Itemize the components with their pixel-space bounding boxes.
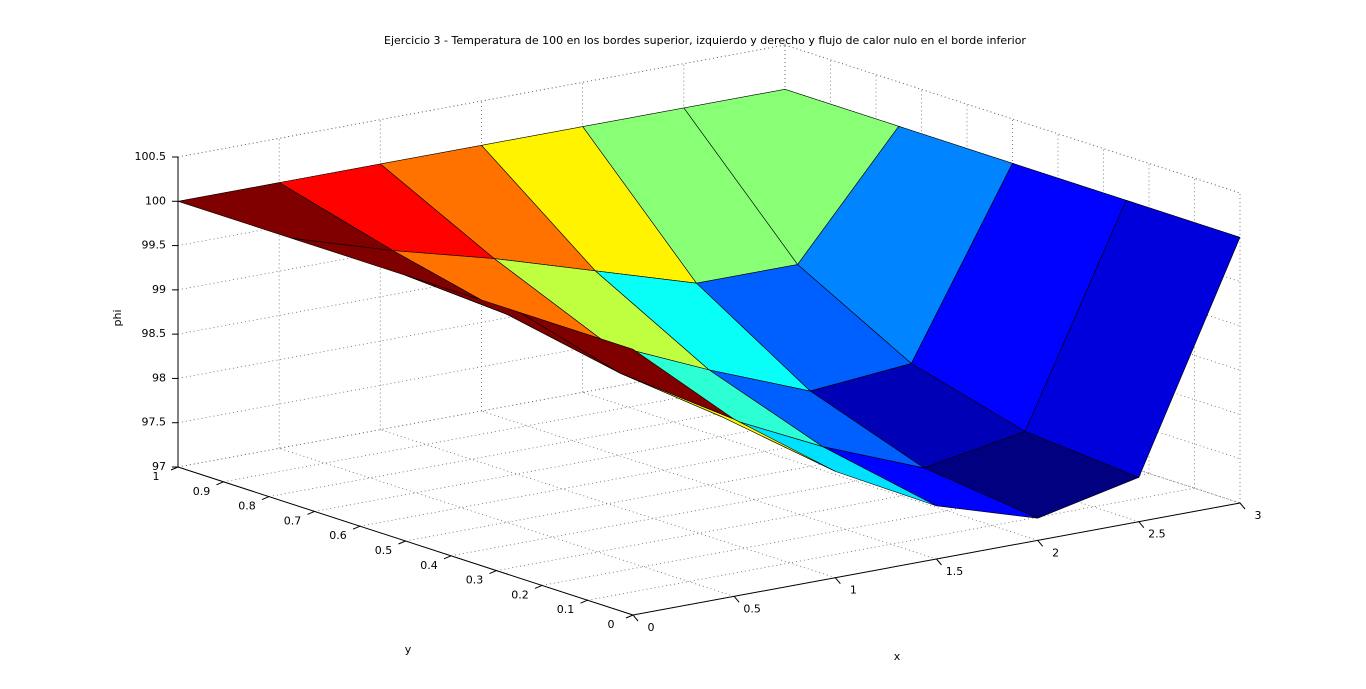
x-axis-label: x xyxy=(894,650,901,663)
x-axis xyxy=(632,502,1241,616)
y-tick xyxy=(534,584,543,589)
y-tick xyxy=(352,525,361,530)
y-tick-label: 0.8 xyxy=(238,500,256,513)
z-tick-label: 97.5 xyxy=(142,416,167,429)
chart-title: Ejercicio 3 - Temperatura de 100 en los … xyxy=(384,34,1026,47)
box-edge xyxy=(177,44,786,158)
z-tick-label: 98.5 xyxy=(142,327,167,340)
y-tick-label: 0.2 xyxy=(511,588,529,601)
y-tick xyxy=(443,555,452,560)
grid-line xyxy=(496,458,1104,571)
y-tick xyxy=(489,570,497,575)
y-tick-label: 0 xyxy=(608,618,615,631)
x-tick xyxy=(1037,540,1044,547)
y-tick-label: 0.3 xyxy=(466,574,484,587)
y-tick-label: 0.6 xyxy=(329,529,347,542)
z-tick-label: 100.5 xyxy=(135,150,167,163)
x-tick xyxy=(1239,502,1246,510)
x-tick xyxy=(733,596,740,603)
z-tick-label: 97 xyxy=(152,460,166,473)
y-tick xyxy=(625,614,634,619)
x-tick-label: 1 xyxy=(850,584,857,597)
grid-line xyxy=(541,473,1150,586)
y-tick-label: 0.7 xyxy=(284,514,302,527)
y-axis-label: y xyxy=(405,643,412,656)
x-tick xyxy=(834,577,841,584)
x-tick-label: 0.5 xyxy=(743,602,761,615)
x-tick-label: 2 xyxy=(1052,546,1059,559)
x-tick xyxy=(936,558,942,566)
y-tick xyxy=(307,510,315,515)
y-tick xyxy=(216,481,224,486)
z-tick-label: 98 xyxy=(152,371,166,384)
grid-line xyxy=(450,443,1059,557)
x-tick xyxy=(1138,521,1145,528)
y-tick xyxy=(398,540,406,545)
x-tick-label: 2.5 xyxy=(1148,528,1166,541)
grid-line xyxy=(405,428,1013,542)
y-tick-label: 1 xyxy=(153,470,160,483)
y-tick-label: 0.5 xyxy=(375,544,393,557)
x-tick-label: 1.5 xyxy=(946,565,964,578)
x-tick-label: 3 xyxy=(1255,509,1262,522)
surface-face xyxy=(519,312,735,420)
grid-line xyxy=(223,369,831,483)
z-tick-label: 99.5 xyxy=(142,239,167,252)
y-tick-label: 0.1 xyxy=(557,603,575,616)
grid-line xyxy=(177,354,786,468)
x-tick xyxy=(632,614,639,622)
y-tick xyxy=(580,599,588,604)
y-tick-label: 0.4 xyxy=(420,559,438,572)
y-axis xyxy=(177,466,634,616)
y-tick-label: 0.9 xyxy=(193,485,211,498)
x-tick-label: 0 xyxy=(648,621,655,634)
z-tick-label: 99 xyxy=(152,283,166,296)
grid-line xyxy=(314,399,922,512)
grid-line xyxy=(268,384,877,497)
grid-line xyxy=(359,413,968,527)
z-axis-label: phi xyxy=(111,309,124,326)
z-tick-label: 100 xyxy=(145,194,166,207)
y-tick xyxy=(261,496,270,501)
y-tick xyxy=(170,466,179,471)
grid-line xyxy=(587,487,1195,601)
